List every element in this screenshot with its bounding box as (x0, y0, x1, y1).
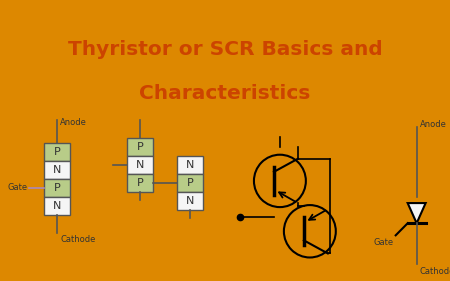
Bar (45, 179, 70, 197)
Bar (45, 197, 70, 215)
Text: Anode: Anode (60, 119, 87, 128)
Bar (45, 161, 70, 179)
Bar (45, 143, 70, 161)
Text: P: P (137, 178, 144, 188)
Text: Cathode: Cathode (420, 267, 450, 276)
Bar (177, 174, 203, 192)
Text: P: P (187, 178, 194, 188)
Text: N: N (53, 201, 62, 211)
Bar (177, 192, 203, 210)
Text: P: P (54, 147, 61, 157)
Text: Characteristics: Characteristics (140, 84, 310, 103)
Text: P: P (54, 183, 61, 193)
Bar (127, 174, 153, 192)
Text: N: N (53, 165, 62, 175)
Text: Anode: Anode (420, 121, 446, 130)
Text: Gate: Gate (7, 183, 27, 192)
Bar (127, 138, 153, 156)
Text: Thyristor or SCR Basics and: Thyristor or SCR Basics and (68, 40, 382, 59)
Bar (127, 156, 153, 174)
Text: P: P (137, 142, 144, 152)
Text: N: N (136, 160, 144, 170)
Text: Cathode: Cathode (60, 235, 96, 244)
Polygon shape (408, 203, 426, 223)
Text: Gate: Gate (374, 238, 394, 247)
Text: N: N (186, 196, 194, 206)
Bar (177, 156, 203, 174)
Text: N: N (186, 160, 194, 170)
